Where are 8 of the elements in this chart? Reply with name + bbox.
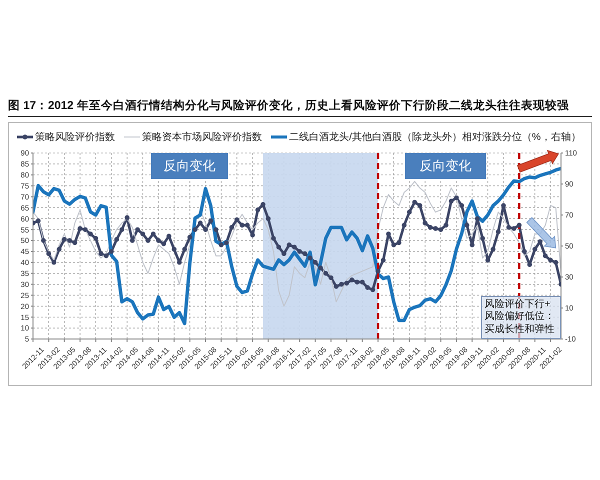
line-series [33,180,561,307]
annotation: 风险评价下行+风险偏好低位：买成长性和弹性 [480,296,561,339]
legend-label: 策略风险评价指数 [35,130,116,144]
annotation: 反向变化 [405,153,486,180]
legend-label: 二线白酒龙头/其他白酒股（除龙头外）相对涨跌分位（%，右轴） [289,130,581,144]
legend-label: 策略资本市场风险评价指数 [142,130,262,144]
chart-title: 图 17：2012 年至今白酒行情结构分化与风险评价变化，历史上看风险评价下行阶段二线龙头往往表现较强 [8,98,592,117]
annotation: 反向变化 [150,153,228,180]
